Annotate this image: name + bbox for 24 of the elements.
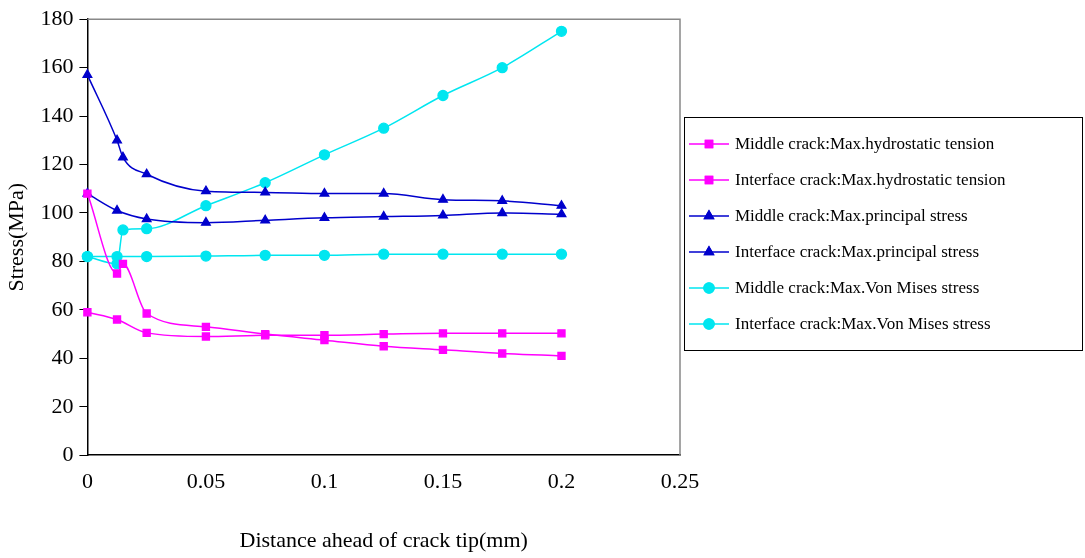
y-axis-title: Stress(MPa) bbox=[2, 182, 28, 292]
x-tick-label: 0.1 bbox=[310, 468, 339, 494]
legend-label: Interface crack:Max.hydrostatic tension bbox=[735, 170, 1006, 190]
legend-label: Middle crack:Max.Von Mises stress bbox=[735, 278, 980, 298]
y-tick-label: 180 bbox=[40, 4, 74, 30]
x-tick-label: 0 bbox=[81, 468, 93, 494]
y-tick-label: 40 bbox=[51, 344, 74, 370]
y-tick-label: 140 bbox=[40, 101, 74, 127]
y-tick-label: 80 bbox=[51, 247, 74, 273]
x-axis-title: Distance ahead of crack tip(mm) bbox=[239, 526, 528, 552]
legend-label: Middle crack:Max.hydrostatic tension bbox=[735, 134, 995, 154]
x-tick-label: 0.15 bbox=[423, 468, 463, 494]
y-tick-label: 20 bbox=[51, 392, 74, 418]
y-tick-label: 120 bbox=[40, 150, 74, 176]
legend-label: Interface crack:Max.Von Mises stress bbox=[735, 314, 991, 334]
y-tick-label: 60 bbox=[51, 295, 74, 321]
y-tick-label: 0 bbox=[62, 440, 74, 466]
x-tick-label: 0.25 bbox=[660, 468, 700, 494]
legend-label: Middle crack:Max.principal stress bbox=[735, 206, 968, 226]
x-tick-label: 0.2 bbox=[547, 468, 576, 494]
legend-label: Interface crack:Max.principal stress bbox=[735, 242, 980, 262]
y-tick-label: 100 bbox=[40, 198, 74, 224]
x-tick-label: 0.05 bbox=[186, 468, 226, 494]
y-tick-label: 160 bbox=[40, 53, 74, 79]
